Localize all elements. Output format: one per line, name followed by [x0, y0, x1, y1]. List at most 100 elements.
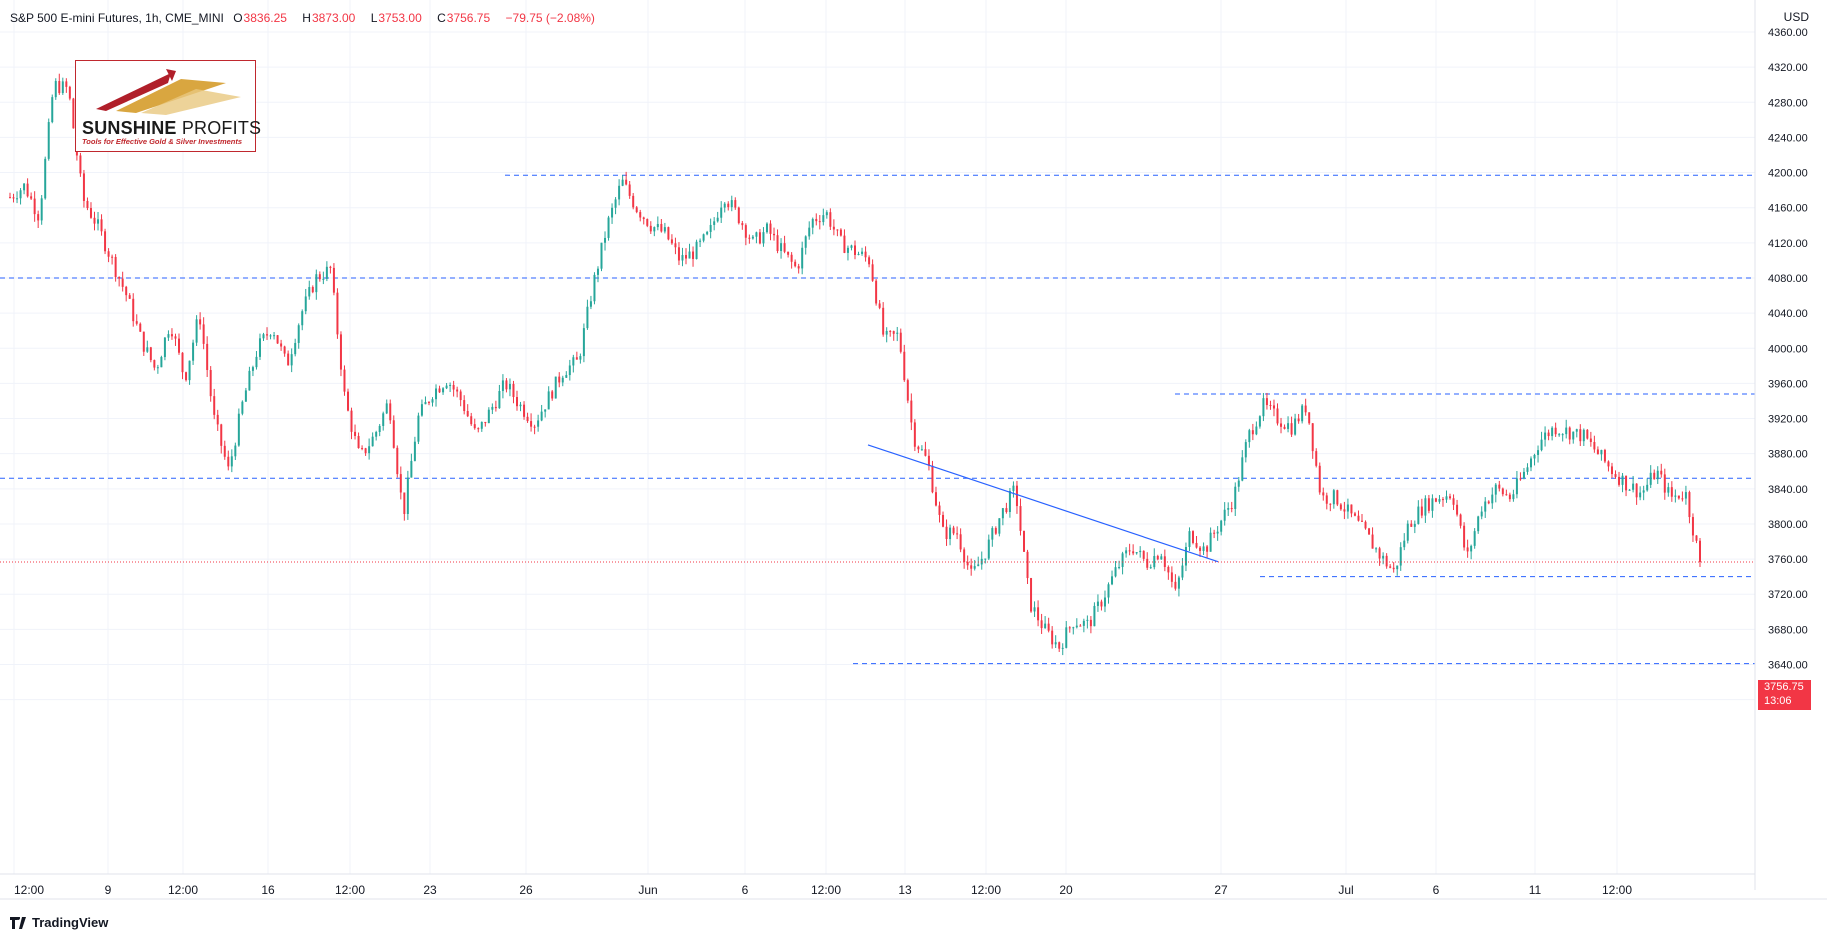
candle [737, 206, 740, 225]
candle [435, 384, 438, 407]
candle [132, 293, 135, 327]
candle [1413, 520, 1416, 534]
candle [466, 404, 469, 418]
candle [1406, 520, 1409, 544]
candle [1019, 498, 1022, 536]
candle [790, 252, 793, 269]
candle [692, 246, 695, 267]
candle [1251, 423, 1254, 441]
candle [494, 400, 497, 412]
candle [47, 118, 50, 161]
trend-line-group [867, 444, 1219, 563]
candle [709, 218, 712, 239]
candle [1642, 485, 1645, 501]
x-tick-label: 13 [898, 883, 912, 897]
x-tick-label: 23 [423, 883, 437, 897]
support-resistance-levels [0, 174, 1755, 665]
candle [1519, 472, 1522, 481]
x-tick-label: 26 [519, 883, 533, 897]
candle [54, 78, 57, 100]
candle [1508, 492, 1511, 502]
candle [917, 445, 920, 454]
symbol-title[interactable]: S&P 500 E-mini Futures, 1h, CME_MINI [10, 11, 224, 25]
candle [1600, 449, 1603, 461]
candle [1044, 616, 1047, 629]
candle [1227, 502, 1230, 517]
candle [1114, 561, 1117, 578]
candle [37, 210, 40, 228]
candle [410, 453, 413, 478]
trend-line[interactable] [867, 444, 1219, 563]
currency-label[interactable]: USD [1783, 10, 1809, 24]
candle [501, 374, 504, 399]
candle [889, 330, 892, 337]
candle [656, 216, 659, 231]
candle [255, 351, 258, 370]
candle [1206, 544, 1209, 558]
candle [1001, 507, 1004, 526]
candle [1149, 564, 1152, 569]
candle [1417, 500, 1420, 525]
candle [276, 334, 279, 344]
candle [927, 449, 930, 471]
candle [716, 211, 719, 223]
candle [593, 272, 596, 305]
candle [336, 288, 339, 339]
candle [579, 353, 582, 364]
candle [9, 192, 11, 199]
candle [1318, 462, 1321, 495]
candle [804, 235, 807, 255]
candle [364, 447, 367, 456]
candle [406, 470, 409, 520]
candle [1691, 513, 1694, 542]
candle [209, 366, 212, 402]
candle [1068, 626, 1071, 633]
candle [1258, 415, 1261, 429]
candle [301, 309, 304, 331]
candle [1607, 460, 1610, 472]
candle [523, 401, 526, 420]
candle [688, 243, 691, 259]
x-tick-label: Jun [638, 883, 657, 897]
candle [1389, 564, 1392, 569]
tradingview-branding[interactable]: TradingView [10, 915, 108, 930]
candle [1174, 574, 1177, 591]
candle [382, 411, 385, 431]
y-tick-label: 4280.00 [1768, 97, 1808, 109]
candle [949, 524, 952, 546]
candle [769, 220, 772, 241]
candle [1378, 546, 1381, 566]
candle [375, 430, 378, 441]
candle [512, 380, 515, 404]
candle [118, 276, 121, 287]
candle [329, 265, 332, 274]
candle [1522, 467, 1525, 480]
candle [695, 239, 698, 260]
candle [1589, 431, 1592, 447]
symbol-header: S&P 500 E-mini Futures, 1h, CME_MINI O38… [10, 11, 601, 25]
candle [1501, 487, 1504, 497]
candle [854, 240, 856, 260]
candle [156, 364, 159, 374]
candle [832, 219, 835, 236]
candle [839, 228, 842, 237]
candle [1667, 482, 1670, 497]
y-tick-label: 3920.00 [1768, 414, 1808, 426]
candle [111, 254, 114, 265]
candle [234, 442, 237, 461]
candle [554, 376, 557, 399]
candle [262, 332, 265, 342]
candle [40, 195, 43, 225]
candle [1294, 413, 1297, 436]
candle [470, 412, 473, 426]
high-label: H [302, 11, 311, 25]
candle [1301, 404, 1304, 424]
candle [938, 501, 941, 523]
candle [1008, 488, 1011, 518]
candle [945, 519, 948, 546]
candle [220, 423, 223, 454]
low-value: 3753.00 [378, 11, 422, 25]
candle [1399, 542, 1402, 571]
candle [72, 97, 75, 129]
